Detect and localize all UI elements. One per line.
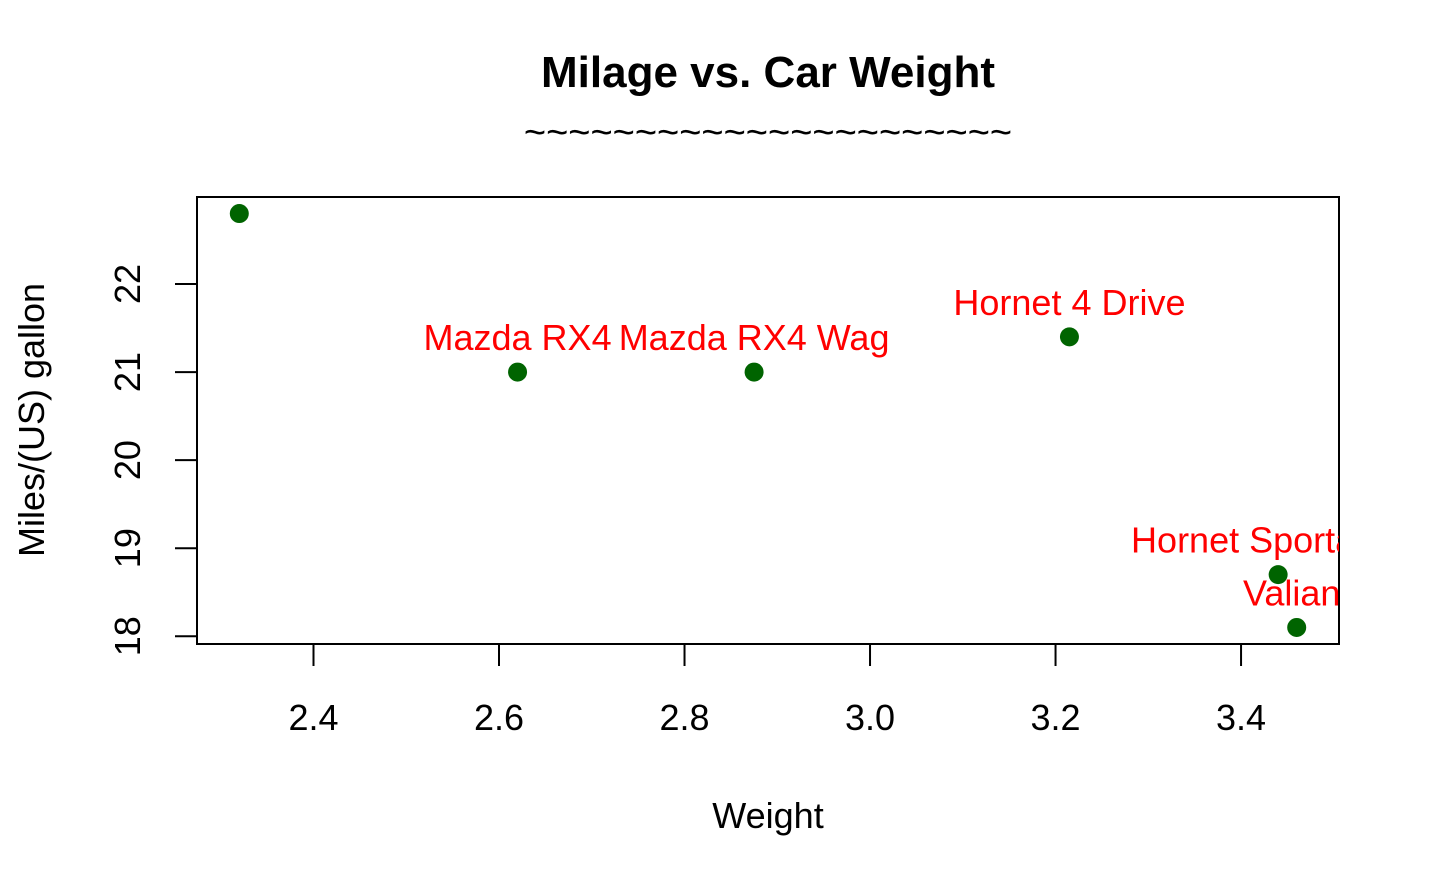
plot-frame <box>196 196 1340 645</box>
y-tick-label: 20 <box>107 440 148 480</box>
point-label: Valiant <box>1243 572 1350 613</box>
data-point <box>1287 617 1307 637</box>
y-axis: 18 19 20 21 22 <box>107 264 198 656</box>
data-point <box>229 204 249 224</box>
labels-layer: Mazda RX4 Mazda RX4 Wag Hornet 4 Drive Horn… <box>424 282 1425 614</box>
x-axis: 2.4 2.6 2.8 3.0 3.2 3.4 <box>288 643 1266 738</box>
point-label: Hornet Sportabout <box>1131 520 1425 561</box>
points-layer <box>229 204 1307 637</box>
x-axis-title: Weight <box>712 795 823 836</box>
data-point <box>1059 327 1079 347</box>
point-label: Mazda RX4 Wag <box>619 317 890 358</box>
point-label: Mazda RX4 <box>424 317 612 358</box>
data-point <box>508 362 528 382</box>
chart-title: Milage vs. Car Weight <box>541 48 995 97</box>
x-tick-label: 2.4 <box>288 697 338 738</box>
x-tick-label: 2.6 <box>474 697 524 738</box>
x-tick-label: 3.4 <box>1216 697 1266 738</box>
x-tick-label: 3.2 <box>1031 697 1081 738</box>
y-axis-title: Miles/(US) gallon <box>11 283 52 557</box>
y-tick-label: 19 <box>107 528 148 568</box>
chart-subtitle: ~~~~~~~~~~~~~~~~~~~~~~ <box>524 112 1012 154</box>
data-point <box>744 362 764 382</box>
point-label: Hornet 4 Drive <box>953 282 1185 323</box>
x-tick-label: 3.0 <box>845 697 895 738</box>
y-tick-label: 18 <box>107 616 148 656</box>
y-tick-label: 22 <box>107 264 148 304</box>
x-tick-label: 2.8 <box>659 697 709 738</box>
data-point <box>1268 565 1288 585</box>
y-tick-label: 21 <box>107 352 148 392</box>
